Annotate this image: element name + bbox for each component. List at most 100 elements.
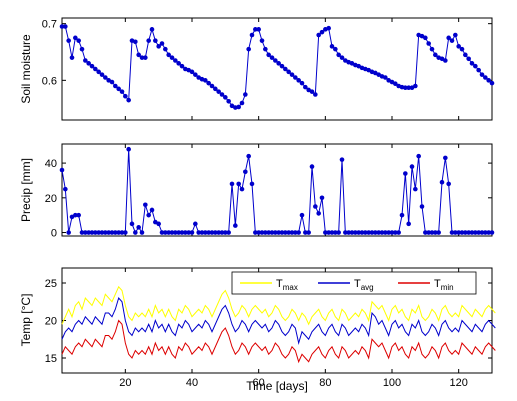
soil-moisture-panel: 0.6 0.7 Soil moisture [19,17,495,121]
precip-data-point [489,230,495,235]
precip-data-point [436,230,441,235]
precip-data-point [366,230,371,235]
temp-ytick-label: 15 [45,353,57,365]
legend-entry-tmax: Tmax [240,278,298,292]
soil-moisture-data-point [109,79,115,85]
precip-data-point [409,164,415,169]
soil-moisture-data-point [153,38,158,43]
precip-data-point [173,230,178,235]
precip-data-point [446,181,451,187]
precip-data-point [186,230,191,235]
soil-moisture-data-point [476,67,481,73]
precip-data-point [219,230,225,235]
precip-data-point [389,230,395,235]
soil-moisture-data-point [469,61,475,66]
soil-moisture-data-point [96,69,101,75]
soil-moisture-data-point [149,27,155,32]
soil-moisture-data-point [456,44,461,49]
precip-data-point [229,181,235,187]
precip-data-point [273,230,278,235]
precip-data-point [293,230,298,235]
precip-data-point [413,186,418,192]
temp-xtick-label: 80 [319,377,331,389]
precip-data-point [213,230,218,235]
soil-moisture-data-point [166,52,171,58]
soil-moisture-data-point [179,63,185,69]
precip-data-point [109,230,115,235]
precip-data-point [146,212,151,218]
soil-moisture-data-point [453,32,458,38]
precip-data-point [266,230,271,235]
precip-data-point [299,212,305,218]
soil-moisture-data-point [173,58,178,63]
soil-moisture-data-point [339,55,345,60]
precip-data-point [226,230,231,235]
soil-moisture-data-point [79,46,85,52]
precip-data-point [66,230,71,235]
soil-moisture-data-point [429,46,435,52]
precip-yticks: 0 20 40 [45,158,492,240]
soil-moisture-data-point [489,80,495,86]
precip-data-point [159,230,165,235]
soil-moisture-ytick-label: 0.7 [42,19,57,31]
precip-data-point [483,230,488,235]
precip-data-point [463,230,468,235]
precip-data-point [269,230,275,235]
precip-data-point [89,230,95,235]
precip-data-point [79,230,85,235]
precip-data-point [133,230,138,235]
precip-data-point [449,230,455,235]
soil-moisture-yticks: 0.6 0.7 [42,19,492,87]
precip-data-point [279,230,285,235]
precip-data-point [239,186,245,192]
soil-moisture-data-point [333,46,338,52]
precip-data-point [286,230,291,235]
soil-moisture-data-point [459,46,465,52]
soil-moisture-data-point [136,52,141,58]
soil-moisture-data-point [239,100,245,106]
precip-data-point [249,181,255,187]
precip-ytick-label: 20 [45,193,57,205]
precip-data-point [306,230,311,235]
precip-data-point [323,230,328,235]
precip-data-point [76,212,81,218]
temp-series-line-avg [61,296,496,345]
soil-moisture-data-point [406,85,411,90]
precip-data-point [179,230,185,235]
precip-data-point [256,230,261,235]
precip-data-point [166,230,171,235]
precip-data-point [369,230,375,235]
soil-moisture-data-point [486,78,491,83]
precip-data-point [149,207,155,213]
precip-data-point [116,230,121,235]
precip-data-point [333,230,338,235]
precip-data-point [139,230,145,235]
precip-data-point [129,221,135,227]
soil-moisture-data-point [169,55,175,60]
precip-data-point [233,223,238,228]
soil-moisture-data-point [99,72,105,77]
soil-moisture-data-point [319,29,325,35]
precip-data-point [303,230,308,235]
precip-data-point [136,225,141,230]
soil-moisture-data-point [219,92,225,97]
precip-data-point [199,230,205,235]
temp-xtick-label: 120 [449,377,467,389]
precip-data-point [423,230,428,235]
soil-moisture-data-point [89,63,95,69]
soil-moisture-data-point [256,27,261,32]
soil-moisture-data-point [103,75,108,80]
soil-moisture-series [59,24,495,110]
precip-data-point [283,230,288,235]
precip-data-point [416,153,421,159]
temp-xtick-label: 60 [253,377,265,389]
precip-data-point [376,230,381,235]
precip-panel: 0 20 40 Precip [mm] [19,143,495,240]
soil-moisture-data-point [193,72,198,77]
precip-data-point [383,230,388,235]
temp-legend: Tmax Tavg Tmin [231,271,477,295]
soil-moisture-data-point [66,38,71,43]
soil-moisture-data-point [209,83,215,89]
precip-data-point [156,221,161,227]
